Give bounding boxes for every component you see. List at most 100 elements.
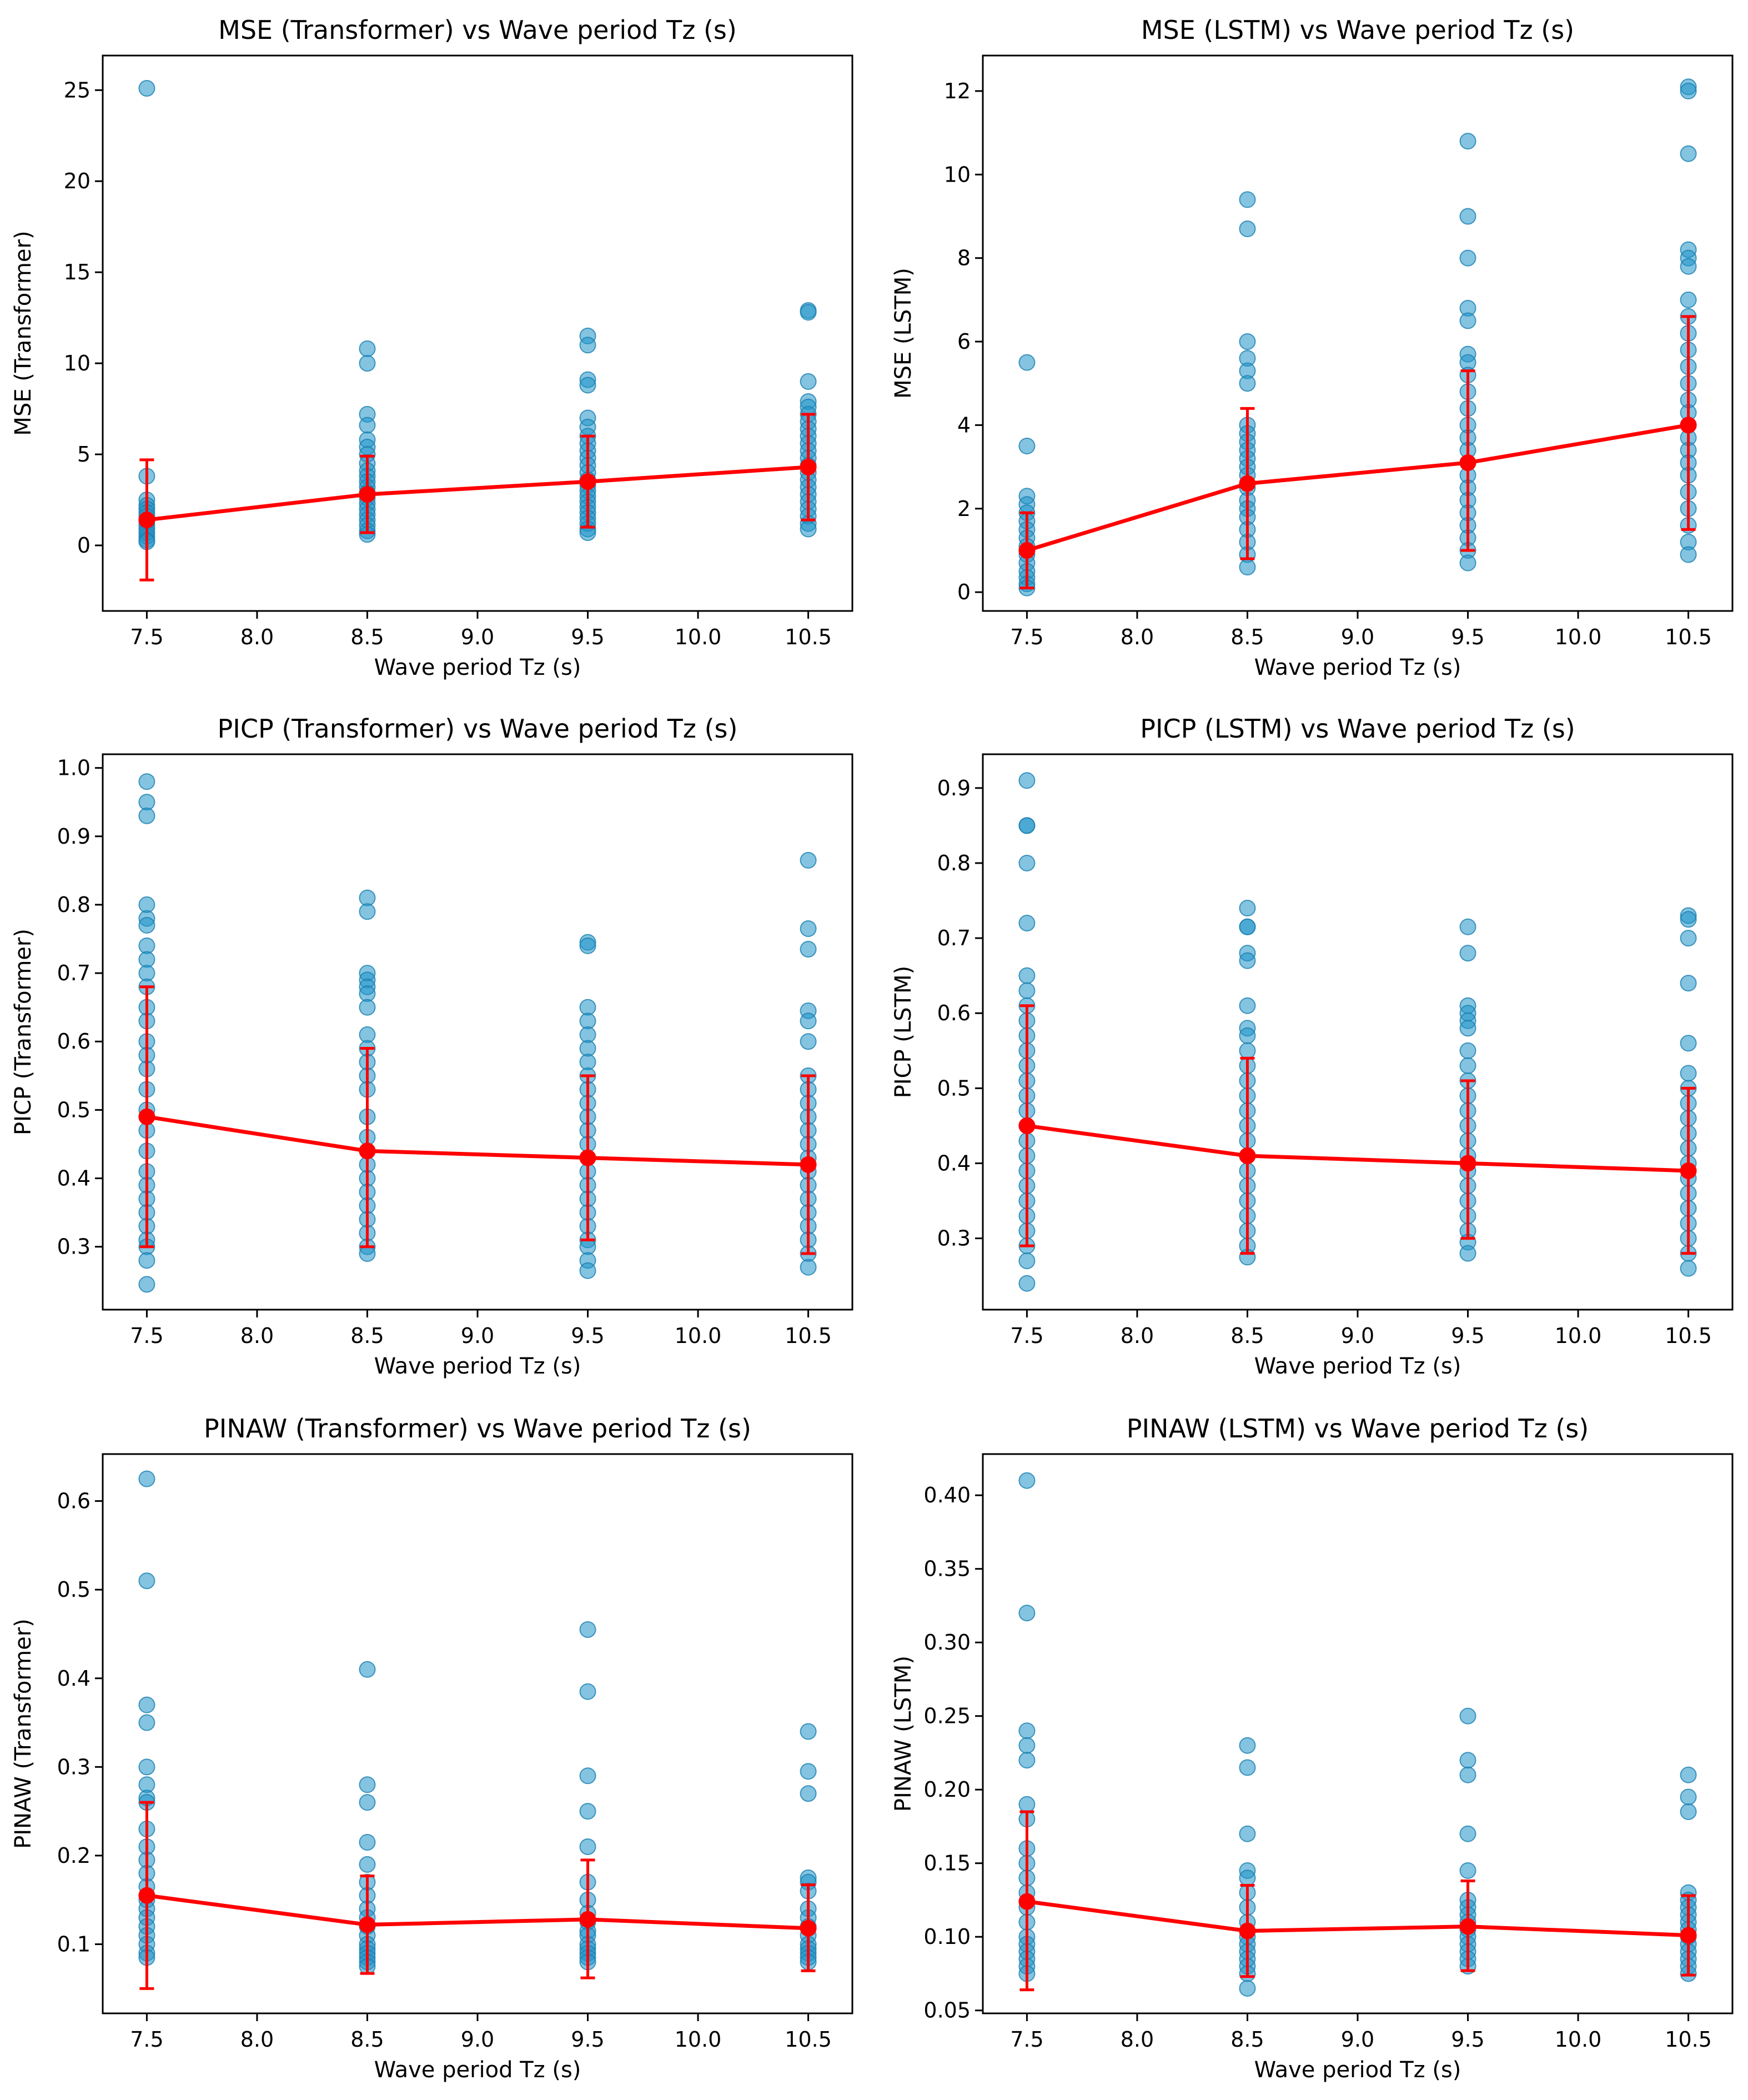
y-tick-label: 0.8: [937, 851, 971, 875]
data-point: [138, 1714, 155, 1731]
mean-line: [147, 465, 808, 522]
plot-frame: [982, 54, 1734, 612]
data-point: [1239, 900, 1256, 917]
data-point: [800, 940, 817, 958]
data-point: [1239, 1737, 1256, 1754]
x-tick-label: 10.5: [785, 625, 832, 649]
y-tick-label: 0.6: [937, 1001, 971, 1025]
data-point: [800, 851, 817, 869]
x-tick-label: 10.5: [785, 2027, 832, 2052]
x-axis-label: Wave period Tz (s): [1254, 2057, 1461, 2083]
data-point: [359, 903, 376, 920]
y-tick-label: 0.1: [57, 1932, 91, 1957]
data-point: [138, 1470, 155, 1487]
chart-title: PINAW (LSTM) vs Wave period Tz (s): [1127, 1414, 1589, 1444]
x-tick-label: 10.5: [785, 1324, 832, 1348]
data-point: [1680, 1803, 1697, 1820]
data-point: [1018, 1252, 1036, 1270]
mean-point: [138, 1887, 155, 1904]
data-point: [1018, 1796, 1036, 1813]
data-point: [1459, 1042, 1476, 1059]
chart-title: MSE (Transformer) vs Wave period Tz (s): [218, 15, 737, 45]
data-point: [1680, 975, 1697, 992]
data-point: [1018, 438, 1036, 455]
x-tick-label: 9.5: [1451, 2027, 1484, 2052]
data-point: [1239, 1825, 1256, 1842]
mean-point: [1018, 542, 1036, 559]
mean-point: [359, 1142, 376, 1160]
chart-panel-3: PICP (LSTM) vs Wave period Tz (s) 7.5 8.0 8…: [891, 714, 1734, 1379]
data-point: [359, 999, 376, 1016]
x-tick-label: 9.0: [1341, 1324, 1374, 1348]
data-point: [1018, 354, 1036, 371]
y-axis-label: MSE (LSTM): [891, 268, 916, 399]
chart-title: MSE (LSTM) vs Wave period Tz (s): [1141, 15, 1574, 45]
data-point: [138, 916, 155, 934]
data-point: [1459, 1057, 1476, 1074]
x-tick-label: 9.5: [1451, 625, 1484, 649]
data-point: [579, 1683, 596, 1700]
data-point: [579, 937, 596, 954]
data-point: [1459, 1707, 1476, 1725]
x-tick-label: 8.0: [1121, 625, 1154, 649]
data-point: [1239, 1027, 1256, 1044]
data-point: [1239, 1042, 1256, 1059]
data-point: [1459, 554, 1476, 572]
data-point: [1239, 191, 1256, 208]
y-tick-label: 5: [77, 442, 91, 467]
data-point: [359, 1661, 376, 1678]
y-tick-label: 1.0: [57, 756, 91, 780]
data-point: [1680, 82, 1697, 99]
data-point: [1239, 1870, 1256, 1887]
x-axis-label: Wave period Tz (s): [374, 655, 581, 680]
x-tick-label: 10.0: [1555, 1324, 1602, 1348]
data-point: [138, 1758, 155, 1776]
y-axis-label: MSE (Transformer): [11, 230, 36, 435]
data-point: [1239, 918, 1256, 935]
data-point: [138, 807, 155, 824]
data-point: [800, 920, 817, 938]
x-tick-label: 8.5: [350, 1324, 384, 1348]
data-point: [1459, 1825, 1476, 1842]
y-tick-label: 0.6: [57, 1489, 91, 1513]
data-point: [579, 377, 596, 394]
y-tick-label: 0.5: [57, 1577, 91, 1602]
y-tick-label: 10: [64, 351, 91, 375]
data-point: [1239, 1979, 1256, 1997]
data-point: [1680, 911, 1697, 928]
data-point: [1239, 559, 1256, 576]
mean-point: [1018, 1893, 1036, 1910]
data-point: [1018, 982, 1036, 999]
data-point: [1459, 1752, 1476, 1769]
x-axis-label: Wave period Tz (s): [374, 2057, 581, 2083]
data-point: [800, 304, 817, 321]
mean-point: [800, 458, 817, 475]
y-tick-label: 0.4: [57, 1666, 91, 1691]
mean-line: [146, 1893, 808, 1931]
data-point: [1680, 145, 1697, 162]
data-point: [1239, 1759, 1256, 1776]
mean-line: [1026, 423, 1689, 553]
y-tick-label: 2: [957, 497, 971, 521]
y-tick-label: 0.35: [923, 1557, 971, 1581]
data-point: [359, 340, 376, 357]
y-tick-label: 0.25: [923, 1704, 971, 1728]
x-tick-label: 9.0: [1341, 625, 1374, 649]
chart-title: PINAW (Transformer) vs Wave period Tz (s…: [204, 1414, 751, 1444]
data-point: [579, 1767, 596, 1785]
x-tick-label: 8.0: [240, 2027, 274, 2052]
data-point: [1459, 208, 1476, 225]
data-point: [1680, 1260, 1697, 1277]
x-tick-label: 8.5: [1230, 625, 1264, 649]
data-point: [1018, 1605, 1036, 1622]
data-point: [1239, 952, 1256, 969]
y-tick-label: 0.20: [923, 1777, 971, 1802]
data-point: [1459, 312, 1476, 329]
x-tick-label: 8.0: [240, 625, 274, 649]
x-tick-label: 10.5: [1665, 2027, 1712, 2052]
y-tick-label: 0.5: [937, 1076, 971, 1100]
data-point: [800, 1785, 817, 1802]
y-axis-label: PICP (Transformer): [11, 929, 36, 1135]
chart-title: PICP (Transformer) vs Wave period Tz (s): [218, 714, 738, 744]
